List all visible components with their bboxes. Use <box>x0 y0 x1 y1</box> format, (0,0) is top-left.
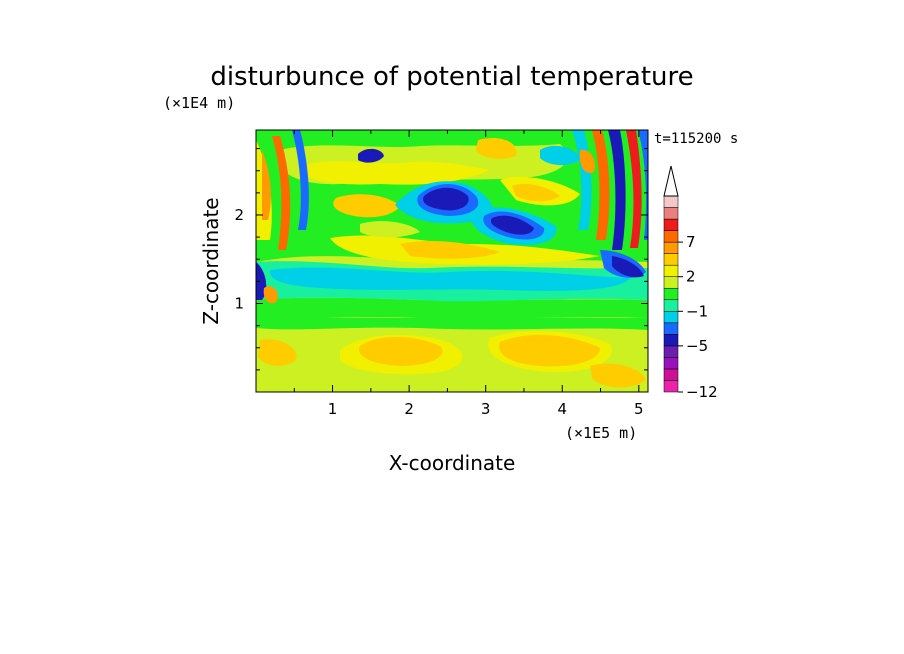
colorbar-tick-label: −1 <box>686 302 708 320</box>
colorbar-segment <box>663 322 679 335</box>
colorbar-segment <box>663 230 679 243</box>
colorbar-segment <box>663 287 679 301</box>
colorbar-segment <box>663 195 679 208</box>
x-tick-label: 2 <box>404 400 414 418</box>
contour-field <box>256 130 648 392</box>
x-axis-label: X-coordinate <box>389 451 516 475</box>
colorbar-segment <box>663 218 679 231</box>
y-tick-label: 1 <box>234 294 244 312</box>
colorbar-segment <box>663 207 679 220</box>
colorbar-segment <box>663 276 679 289</box>
chart-title: disturbunce of potential temperature <box>210 62 693 92</box>
right-edge-waves <box>572 130 648 250</box>
z-unit-label: (×1E4 m) <box>163 94 235 112</box>
x-tick-label: 4 <box>557 400 567 418</box>
colorbar-extend-arrow <box>663 165 679 197</box>
y-axis-label: Z-coordinate <box>199 197 223 324</box>
colorbar-segment <box>663 253 679 266</box>
colorbar-segment <box>663 311 679 324</box>
mid-cool-band <box>256 261 648 330</box>
colorbar-segment <box>663 357 679 370</box>
colorbar-tick-label: 7 <box>686 233 696 251</box>
colorbar-tick-label: −5 <box>686 337 708 355</box>
x-tick-label: 3 <box>481 400 491 418</box>
colorbar-tick-label: 2 <box>686 268 696 286</box>
y-tick-label: 2 <box>234 206 244 224</box>
colorbar-tick-label: −12 <box>686 383 718 401</box>
x-unit-label: (×1E5 m) <box>565 424 637 442</box>
colorbar-labels: 7 2 −1 −5 −12 <box>678 233 718 401</box>
colorbar <box>663 165 679 393</box>
colorbar-segment <box>663 299 679 312</box>
x-axis: 1 2 3 4 5 <box>293 130 644 418</box>
time-label: t=115200 s <box>654 131 738 147</box>
colorbar-segment <box>663 264 679 277</box>
lower-warm-band <box>256 330 648 392</box>
colorbar-segment <box>663 368 679 381</box>
y-axis: 12 <box>234 148 648 371</box>
colorbar-segment <box>663 241 679 254</box>
x-tick-label: 5 <box>634 400 644 418</box>
colorbar-segment <box>663 380 679 393</box>
colorbar-segment <box>663 334 679 347</box>
plot-frame <box>255 129 649 393</box>
x-tick-label: 1 <box>328 400 338 418</box>
negative-anomalies <box>358 145 646 278</box>
colorbar-segment <box>663 345 679 358</box>
